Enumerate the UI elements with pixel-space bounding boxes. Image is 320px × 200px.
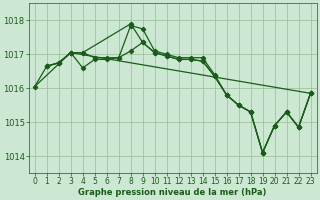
X-axis label: Graphe pression niveau de la mer (hPa): Graphe pression niveau de la mer (hPa) (78, 188, 267, 197)
